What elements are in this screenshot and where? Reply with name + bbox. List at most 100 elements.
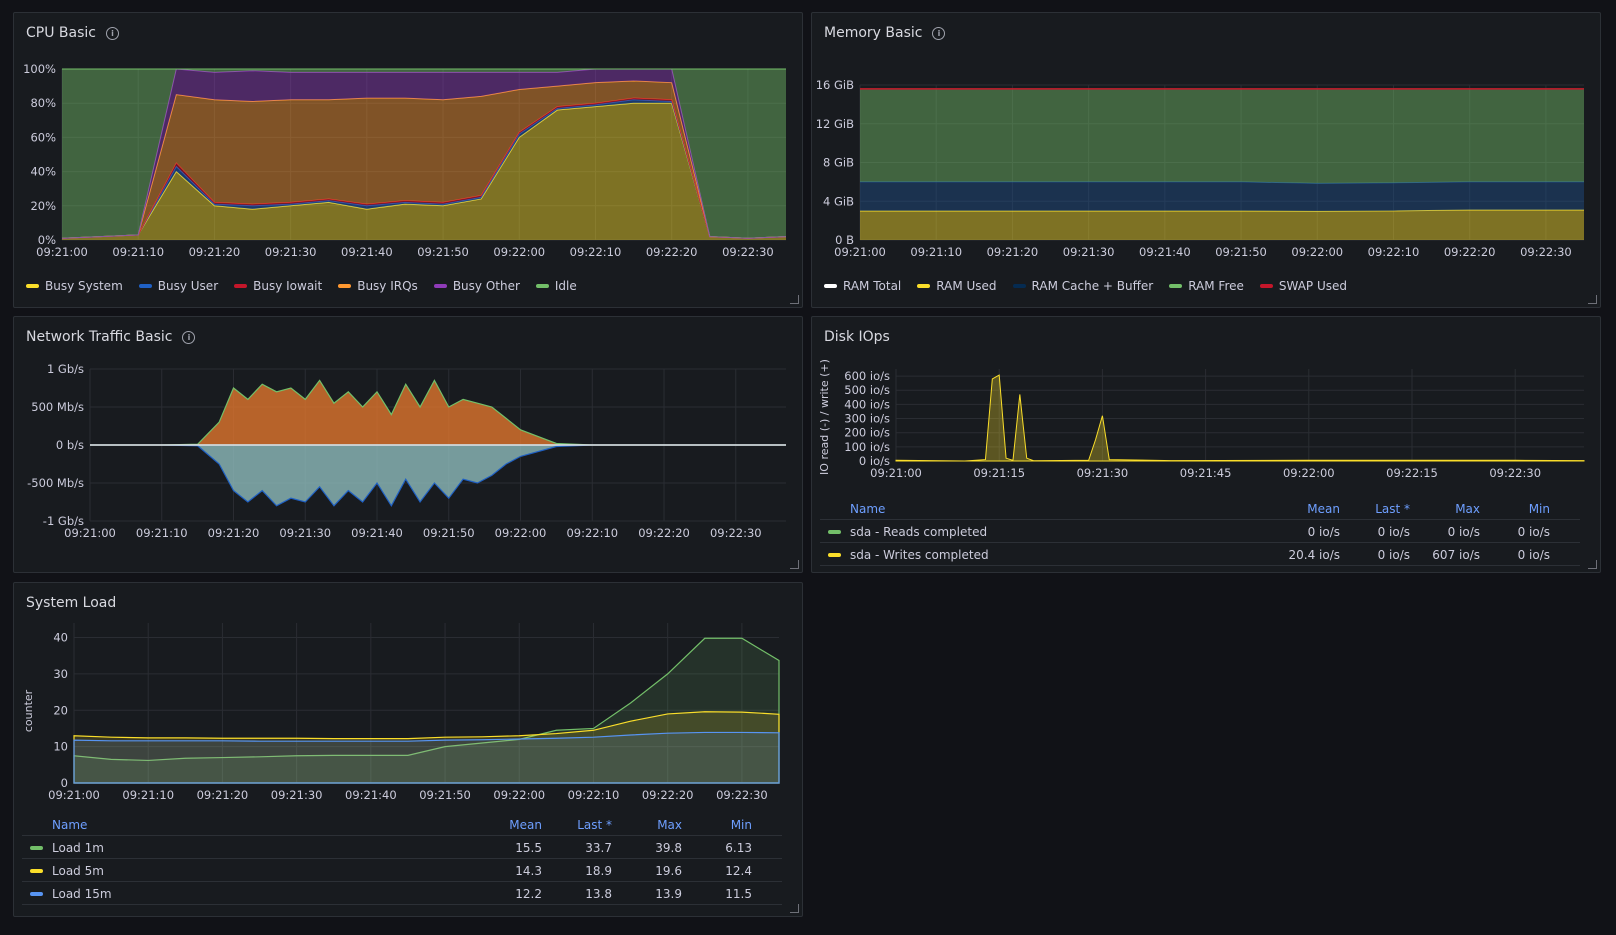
load-chart: 0 10 20 30 40 09:21:00 09:21:10 09:21:20 09:21:3…: [22, 623, 780, 802]
legend-item[interactable]: Busy User: [138, 279, 218, 293]
memory-basic-title-wrap[interactable]: Memory Basic i: [824, 25, 946, 41]
x-tick-label: 09:22:00: [1283, 466, 1335, 480]
legend-table-row[interactable]: sda - Writes completed 20.4 io/s 0 io/s 607…: [820, 543, 1580, 566]
legend-table-row[interactable]: sda - Reads completed 0 io/s 0 io/s 0 io/s 0…: [820, 520, 1580, 543]
column-header[interactable]: Max: [1455, 502, 1480, 516]
resize-handle-icon[interactable]: [790, 295, 799, 304]
legend-item[interactable]: Busy IRQs: [338, 279, 418, 293]
x-tick-label: 09:21:15: [973, 466, 1025, 480]
area-busy-irqs: [62, 80, 786, 239]
legend-table-row[interactable]: Load 15m 12.2 13.8 13.9 11.5: [22, 882, 782, 905]
x-tick-label: 09:21:20: [987, 245, 1039, 259]
y-tick-label: 500 Mb/s: [31, 400, 84, 414]
legend-table-row[interactable]: Load 1m 15.5 33.7 39.8 6.13: [22, 836, 782, 859]
info-icon[interactable]: i: [182, 330, 196, 344]
legend-item[interactable]: Idle: [535, 279, 577, 293]
y-tick-label: 60%: [30, 130, 56, 144]
legend-item[interactable]: Busy System: [26, 279, 123, 293]
column-header[interactable]: Min: [1528, 502, 1550, 516]
disk-iops-panel: Disk IOps 0 io/s 100 io/s 200 io/s 300 io/s…: [811, 316, 1601, 573]
area-receive: [90, 379, 786, 446]
column-header[interactable]: Name: [850, 502, 886, 516]
legend-item[interactable]: RAM Used: [917, 279, 997, 293]
y-tick-label: 10: [53, 740, 68, 754]
legend-swatch: [30, 892, 43, 896]
legend-label: RAM Cache + Buffer: [1031, 279, 1154, 293]
legend-swatch: [1169, 284, 1183, 288]
legend-swatch: [917, 284, 931, 288]
y-tick-label: 400 io/s: [844, 397, 890, 411]
resize-handle-icon[interactable]: [790, 560, 799, 569]
disk-title-wrap[interactable]: Disk IOps: [824, 329, 890, 345]
legend-item[interactable]: RAM Cache + Buffer: [1012, 279, 1154, 293]
stat-last: 0 io/s: [1377, 548, 1410, 562]
network-title-wrap[interactable]: Network Traffic Basic i: [26, 329, 196, 345]
legend-label: RAM Total: [843, 279, 902, 293]
area-busy-system: [62, 103, 786, 240]
load-title-wrap[interactable]: System Load: [26, 595, 116, 611]
y-tick-label: 600 io/s: [844, 369, 890, 383]
x-tick-label: 09:21:30: [271, 788, 323, 802]
x-tick-label: 09:21:00: [36, 245, 88, 259]
legend-item[interactable]: Busy Iowait: [234, 279, 322, 293]
y-tick-label: 0: [61, 776, 68, 790]
x-tick-label: 09:21:30: [1063, 245, 1115, 259]
stat-mean: 12.2: [515, 887, 542, 901]
legend-table-row[interactable]: Load 5m 14.3 18.9 19.6 12.4: [22, 859, 782, 882]
stat-max: 13.9: [655, 887, 682, 901]
legend-label: Busy Iowait: [253, 279, 323, 293]
x-tick-label: 09:21:40: [341, 245, 393, 259]
stat-mean: 14.3: [515, 864, 542, 878]
x-tick-label: 09:21:30: [265, 245, 317, 259]
x-tick-label: 09:22:00: [495, 526, 547, 540]
legend-item[interactable]: SWAP Used: [1259, 279, 1347, 293]
x-tick-label: 09:21:30: [1077, 466, 1129, 480]
area-ram-cache-buffer: [860, 181, 1584, 212]
series-name: Load 1m: [52, 841, 104, 855]
x-tick-label: 09:22:30: [710, 526, 762, 540]
column-header[interactable]: Name: [52, 818, 88, 832]
stat-mean: 0 io/s: [1307, 525, 1340, 539]
legend-item[interactable]: RAM Total: [824, 279, 901, 293]
column-header[interactable]: Mean: [509, 818, 542, 832]
y-tick-label: 500 io/s: [844, 383, 890, 397]
y-tick-label: 30: [53, 667, 68, 681]
column-header[interactable]: Max: [657, 818, 682, 832]
x-tick-label: 09:21:40: [345, 788, 397, 802]
column-header[interactable]: Last *: [1375, 502, 1410, 516]
resize-handle-icon[interactable]: [1588, 295, 1597, 304]
resize-handle-icon[interactable]: [1588, 560, 1597, 569]
legend-item[interactable]: Busy Other: [433, 279, 520, 293]
legend-item[interactable]: RAM Free: [1169, 279, 1244, 293]
memory-legend: RAM Total RAM Used RAM Cache + Buffer RAM F…: [824, 279, 1347, 293]
system-load-panel: System Load 0 10 20 30 40 09:21:00 09:21:10 09:…: [13, 582, 803, 917]
resize-handle-icon[interactable]: [790, 904, 799, 913]
panel-title: System Load: [26, 595, 117, 611]
stat-last: 18.9: [585, 864, 612, 878]
legend-label: Idle: [554, 279, 577, 293]
stat-min: 0 io/s: [1517, 525, 1550, 539]
x-tick-label: 09:21:30: [279, 526, 331, 540]
y-tick-label: -1 Gb/s: [43, 514, 84, 528]
stat-last: 13.8: [585, 887, 612, 901]
column-header[interactable]: Min: [730, 818, 752, 832]
column-header[interactable]: Mean: [1307, 502, 1340, 516]
legend-swatch: [1012, 284, 1026, 288]
legend-table-header: Name Mean Last * Max Min: [22, 813, 782, 836]
column-header[interactable]: Last *: [577, 818, 612, 832]
panel-title: CPU Basic: [26, 25, 96, 41]
x-tick-label: 09:21:50: [417, 245, 469, 259]
x-tick-label: 09:21:10: [122, 788, 174, 802]
info-icon[interactable]: i: [932, 26, 946, 40]
info-icon[interactable]: i: [105, 26, 119, 40]
area-ram-free: [860, 88, 1584, 184]
memory-chart: 0 B 4 GiB 8 GiB 12 GiB 16 GiB 09:21:00 09:21:1…: [816, 78, 1584, 259]
cpu-basic-title-wrap[interactable]: CPU Basic i: [26, 25, 119, 41]
x-tick-label: 09:22:10: [568, 788, 620, 802]
x-tick-label: 09:21:00: [48, 788, 100, 802]
line-busy-irqs: [61, 80, 787, 239]
area-idle: [62, 69, 786, 239]
x-tick-label: 09:22:15: [1386, 466, 1438, 480]
stat-last: 0 io/s: [1377, 525, 1410, 539]
x-tick-label: 09:22:10: [570, 245, 622, 259]
